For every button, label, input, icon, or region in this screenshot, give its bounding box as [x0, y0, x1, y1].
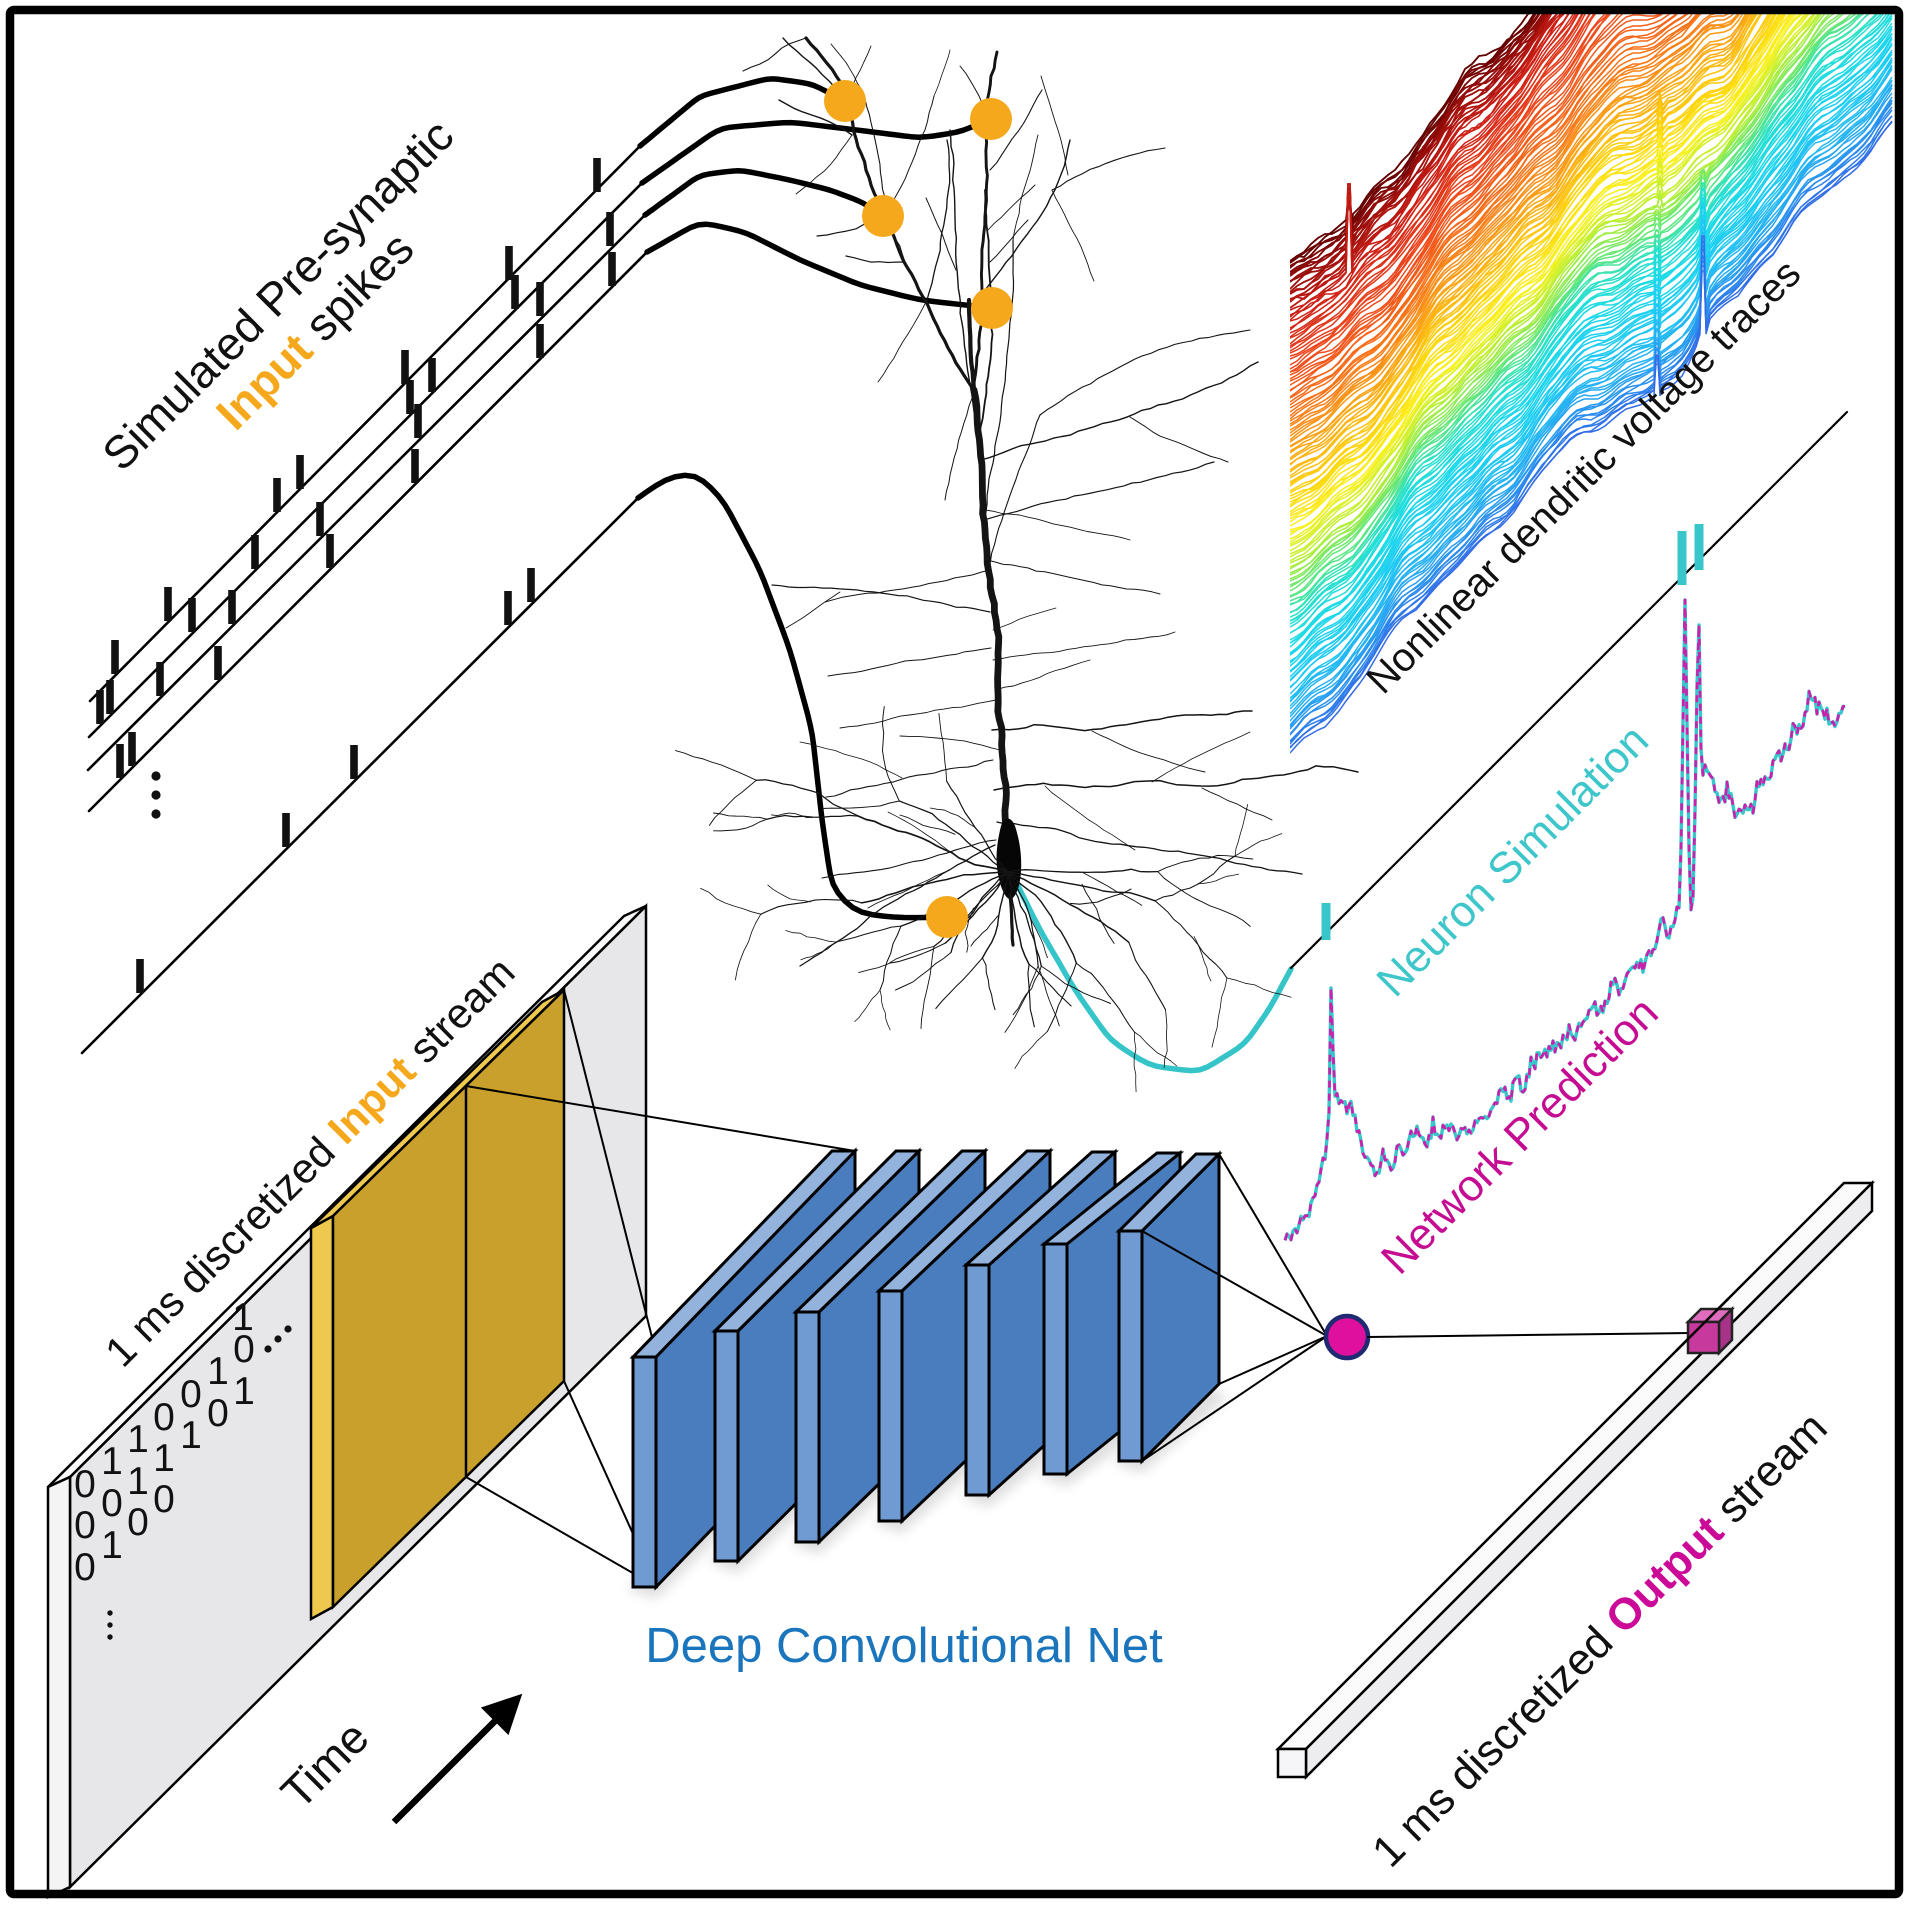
svg-text:0: 0	[207, 1392, 229, 1435]
svg-text:0: 0	[233, 1328, 255, 1371]
svg-text:Deep Convolutional Net: Deep Convolutional Net	[645, 1619, 1163, 1673]
svg-text:1: 1	[207, 1350, 229, 1393]
svg-text:1: 1	[232, 1296, 254, 1339]
svg-text:0: 0	[180, 1373, 202, 1416]
svg-text:1: 1	[127, 1418, 149, 1461]
svg-text:1: 1	[101, 1440, 123, 1483]
svg-text:0: 0	[127, 1501, 149, 1544]
svg-text:1: 1	[233, 1370, 255, 1413]
svg-text:0: 0	[101, 1482, 123, 1525]
svg-text:0: 0	[153, 1396, 175, 1439]
svg-text:1: 1	[127, 1460, 149, 1503]
svg-text:1: 1	[101, 1524, 123, 1567]
svg-text:0: 0	[74, 1546, 96, 1589]
svg-text:0: 0	[153, 1478, 175, 1521]
svg-text:0: 0	[74, 1504, 96, 1547]
svg-text:0: 0	[74, 1463, 96, 1506]
svg-text:1: 1	[153, 1437, 175, 1480]
svg-text:1: 1	[180, 1414, 202, 1457]
